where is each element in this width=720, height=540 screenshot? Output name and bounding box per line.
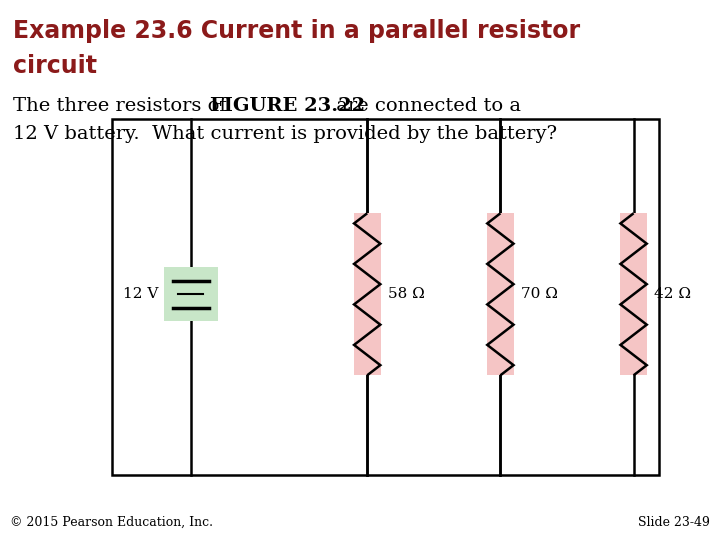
- Bar: [164, 267, 218, 321]
- Text: © 2015 Pearson Education, Inc.: © 2015 Pearson Education, Inc.: [10, 516, 213, 529]
- Text: 12 V: 12 V: [122, 287, 158, 301]
- Text: Example 23.6 Current in a parallel resistor: Example 23.6 Current in a parallel resis…: [13, 19, 580, 43]
- Text: FIGURE 23.22: FIGURE 23.22: [210, 97, 364, 115]
- Text: 70 Ω: 70 Ω: [521, 287, 558, 301]
- Text: 42 Ω: 42 Ω: [654, 287, 691, 301]
- Text: 12 V battery.  What current is provided by the battery?: 12 V battery. What current is provided b…: [13, 125, 557, 143]
- Bar: [620, 213, 647, 375]
- Text: circuit: circuit: [13, 54, 97, 78]
- Text: The three resistors of: The three resistors of: [13, 97, 233, 115]
- Bar: [487, 213, 514, 375]
- Text: are connected to a: are connected to a: [330, 97, 521, 115]
- Bar: [354, 213, 381, 375]
- Text: Slide 23-49: Slide 23-49: [638, 516, 710, 529]
- Text: 58 Ω: 58 Ω: [388, 287, 425, 301]
